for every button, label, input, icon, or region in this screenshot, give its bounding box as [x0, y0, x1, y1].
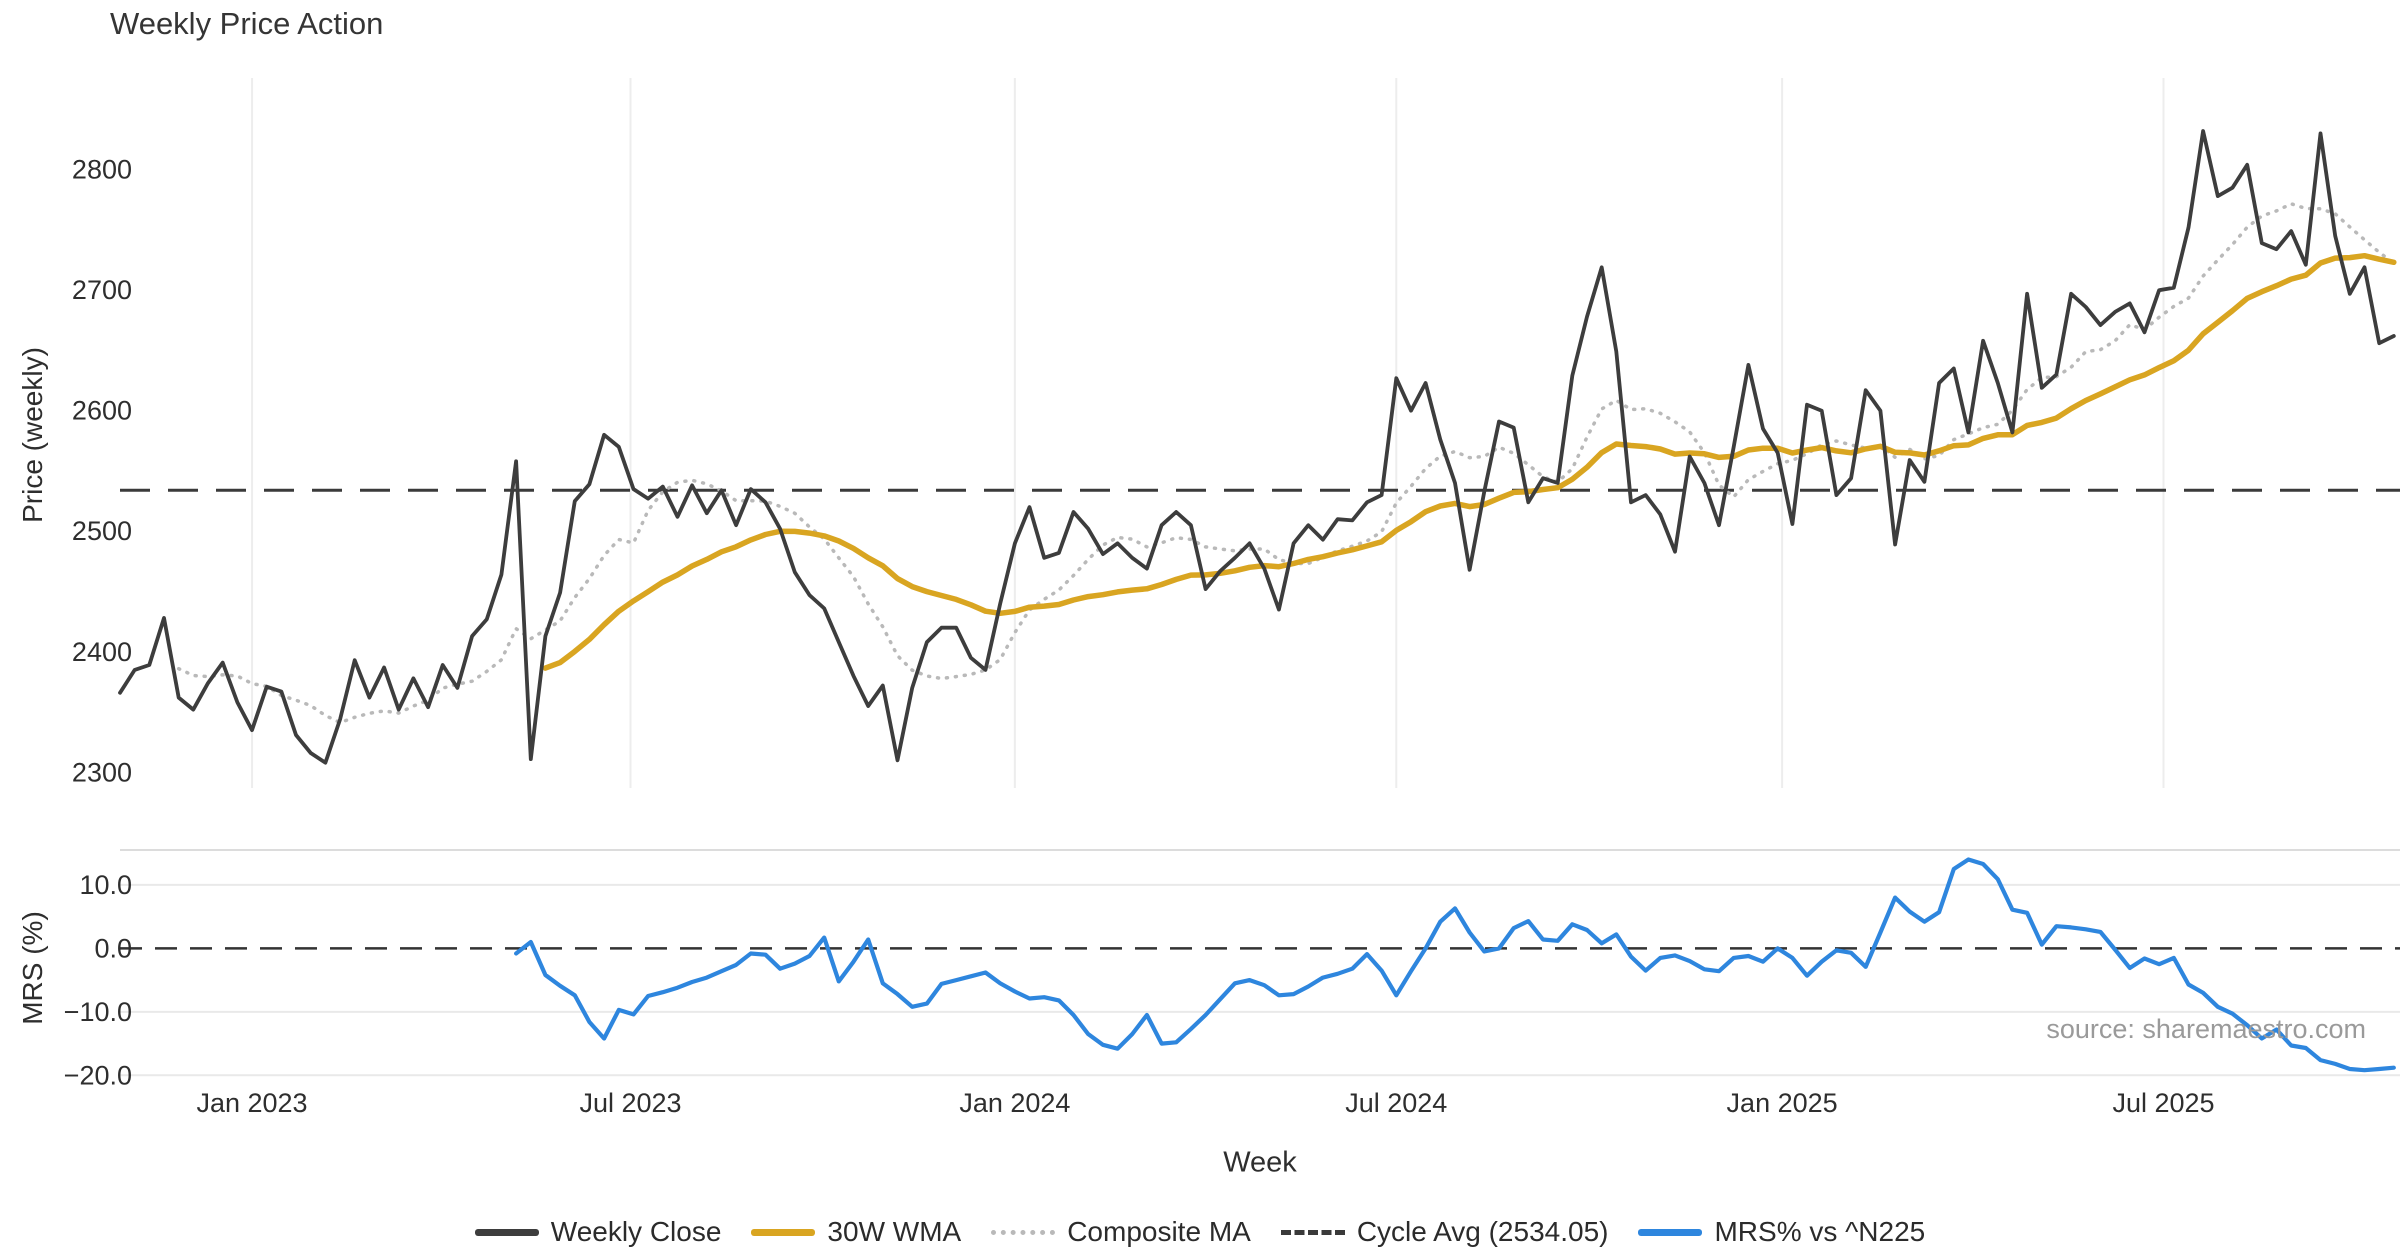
mrs-line — [514, 857, 2396, 1073]
x-tick-label: Jan 2025 — [1727, 1088, 1838, 1118]
price-y-tick-label: 2500 — [72, 516, 132, 546]
mrs-y-tick-label: −20.0 — [64, 1060, 132, 1090]
x-tick-label: Jan 2024 — [959, 1088, 1070, 1118]
source-watermark: source: sharemaestro.com — [2046, 1014, 2366, 1044]
legend-label: Cycle Avg (2534.05) — [1356, 1216, 1609, 1247]
mrs-y-tick-label: −10.0 — [64, 997, 132, 1027]
composite-ma-swatch-icon — [991, 1229, 1056, 1235]
x-tick-label: Jul 2024 — [1345, 1088, 1447, 1118]
weekly-close-swatch-icon — [474, 1228, 539, 1236]
price-y-tick-label: 2800 — [72, 155, 132, 185]
composite-ma-line — [176, 202, 2396, 725]
legend-label: Weekly Close — [550, 1216, 722, 1247]
30w-wma-swatch-icon — [751, 1228, 816, 1236]
x-axis-label: Week — [1223, 1146, 1297, 1179]
legend: Weekly Close 30W WMA Composite MA Cycle Avg… — [0, 1206, 2400, 1258]
legend-item-composite-ma: Composite MA — [991, 1216, 1251, 1248]
legend-item-weekly-close: Weekly Close — [474, 1216, 722, 1248]
mrs-y-tick-label: 0.0 — [94, 933, 132, 963]
cycle-avg-2534-05-swatch-icon — [1280, 1229, 1345, 1235]
legend-item-cycle-avg-2534-05: Cycle Avg (2534.05) — [1280, 1216, 1609, 1248]
x-tick-label: Jul 2025 — [2112, 1088, 2214, 1118]
wma30-line — [542, 252, 2397, 671]
mrs-vs-n225-swatch-icon — [1638, 1228, 1703, 1236]
price-y-tick-label: 2600 — [72, 396, 132, 426]
legend-label: Composite MA — [1067, 1216, 1251, 1247]
price-y-tick-label: 2700 — [72, 275, 132, 305]
legend-item-30w-wma: 30W WMA — [751, 1216, 961, 1248]
legend-label: MRS% vs ^N225 — [1714, 1216, 1926, 1247]
price-y-tick-label: 2400 — [72, 637, 132, 667]
legend-item-mrs-vs-n225: MRS% vs ^N225 — [1638, 1216, 1925, 1248]
weekly-close-line — [118, 129, 2396, 765]
legend-label: 30W WMA — [827, 1216, 962, 1247]
x-tick-label: Jul 2023 — [579, 1088, 681, 1118]
mrs-y-tick-label: 10.0 — [79, 870, 132, 900]
chart-title: Weekly Price Action — [110, 6, 384, 41]
x-tick-label: Jan 2023 — [196, 1088, 307, 1118]
price-y-tick-label: 2300 — [72, 757, 132, 787]
